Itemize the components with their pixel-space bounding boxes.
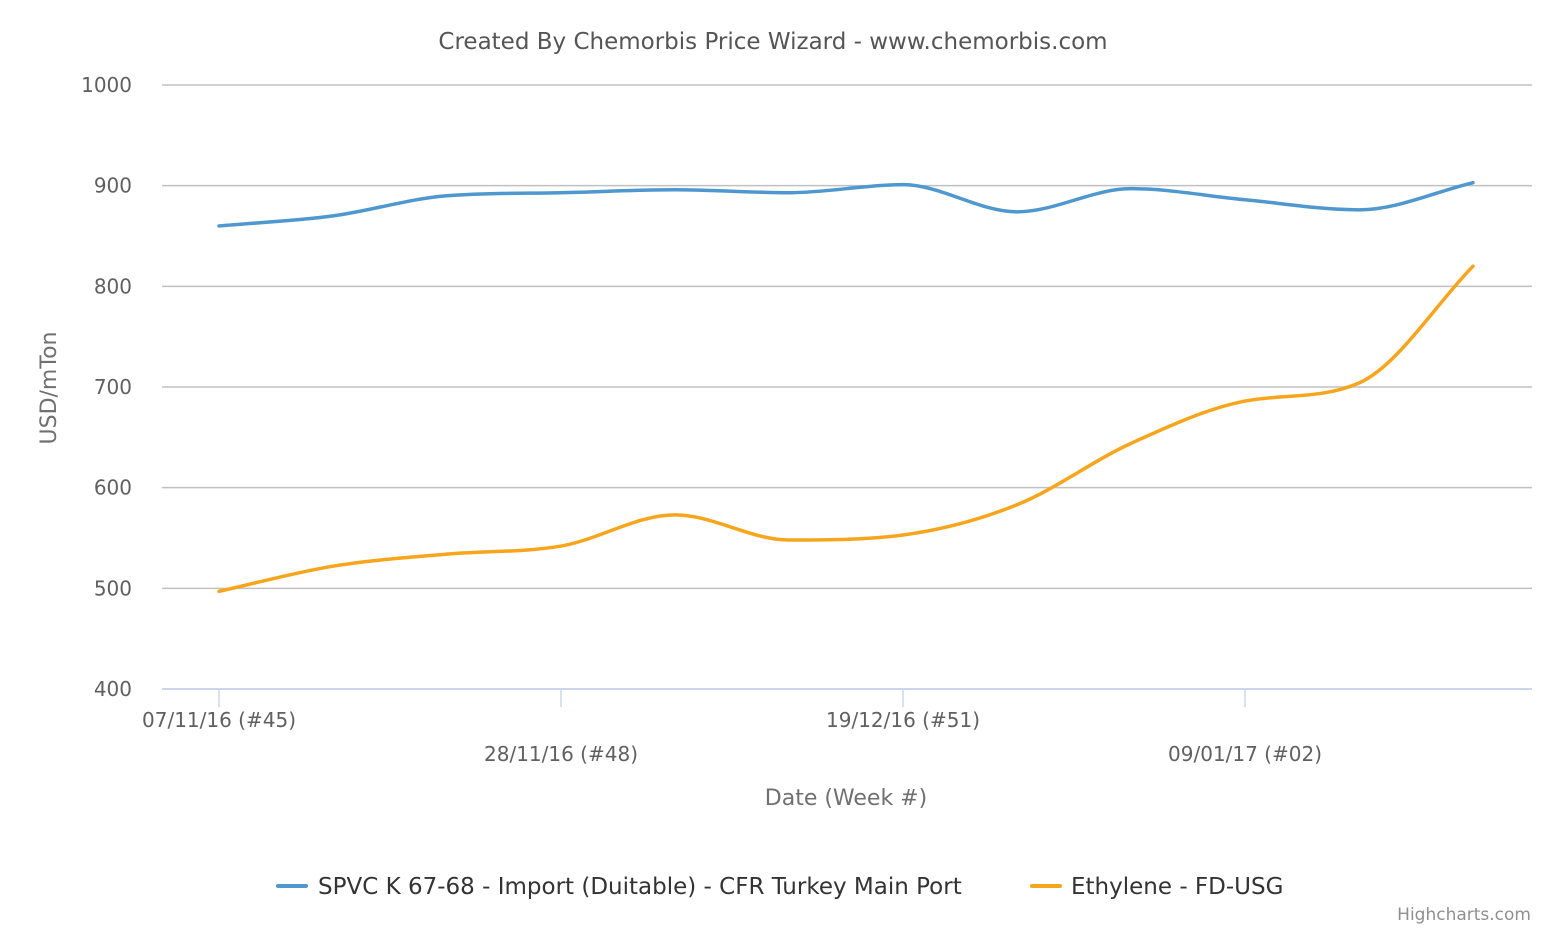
y-tick-label-400: 400	[94, 677, 132, 701]
series-line-spvc[interactable]	[217, 180, 1475, 228]
legend-label-spvc: SPVC K 67-68 - Import (Duitable) - CFR T…	[318, 874, 962, 900]
legend: SPVC K 67-68 - Import (Duitable) - CFR T…	[276, 874, 1283, 900]
x-axis-ticks: 07/11/16 (#45) 28/11/16 (#48) 19/12/16 (#5…	[142, 689, 1322, 766]
x-tick-label-3: 28/11/16 (#48)	[484, 742, 638, 766]
y-tick-label-1000: 1000	[81, 73, 132, 97]
data-series	[217, 180, 1475, 594]
chart-title: Created By Chemorbis Price Wizard - www.…	[438, 29, 1107, 55]
y-axis-title: USD/mTon	[37, 332, 62, 445]
legend-label-ethylene: Ethylene - FD-USG	[1071, 874, 1283, 900]
legend-item-ethylene[interactable]: Ethylene - FD-USG	[1030, 874, 1283, 900]
legend-item-spvc[interactable]: SPVC K 67-68 - Import (Duitable) - CFR T…	[276, 874, 962, 900]
y-tick-label-500: 500	[94, 576, 132, 600]
y-tick-label-900: 900	[94, 174, 132, 198]
y-tick-label-600: 600	[94, 476, 132, 500]
x-axis-title: Date (Week #)	[765, 786, 927, 811]
series-line-ethylene[interactable]	[217, 264, 1475, 594]
credit-link[interactable]: Highcharts.com	[1397, 905, 1531, 925]
x-tick-label-6: 19/12/16 (#51)	[826, 708, 980, 732]
grid-lines	[162, 84, 1532, 590]
x-tick-label-0: 07/11/16 (#45)	[142, 708, 296, 732]
y-tick-label-800: 800	[94, 274, 132, 298]
y-axis-tick-labels: 400 500 600 700 800 900 1000	[81, 73, 132, 701]
x-tick-label-9: 09/01/17 (#02)	[1168, 742, 1322, 766]
y-tick-label-700: 700	[94, 375, 132, 399]
